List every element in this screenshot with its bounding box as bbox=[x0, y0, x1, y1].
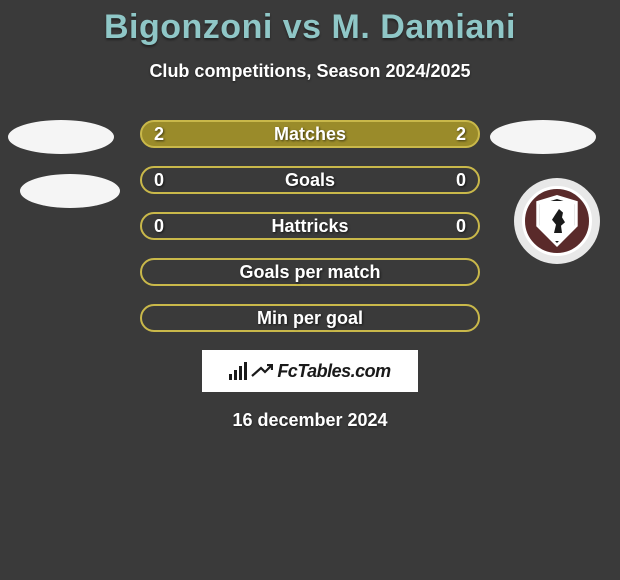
stat-row: Min per goal bbox=[140, 304, 480, 332]
comparison-title: Bigonzoni vs M. Damiani bbox=[0, 0, 620, 47]
stat-label: Goals per match bbox=[142, 262, 478, 283]
stat-label: Goals bbox=[142, 170, 478, 191]
stat-row: 2Matches2 bbox=[140, 120, 480, 148]
club-badge-shield-inner bbox=[538, 199, 576, 243]
logo-arrow-icon bbox=[251, 364, 273, 378]
stat-row: 0Hattricks0 bbox=[140, 212, 480, 240]
player2-avatar-placeholder bbox=[490, 120, 596, 154]
snapshot-date: 16 december 2024 bbox=[0, 410, 620, 431]
horse-icon bbox=[547, 209, 567, 233]
logo-bars-icon bbox=[229, 362, 247, 380]
fctables-logo: FcTables.com bbox=[202, 350, 418, 392]
stat-label: Hattricks bbox=[142, 216, 478, 237]
player2-club-badge bbox=[514, 178, 600, 264]
stat-right-value: 0 bbox=[456, 216, 466, 237]
stat-right-value: 0 bbox=[456, 170, 466, 191]
stat-row: Goals per match bbox=[140, 258, 480, 286]
stat-label: Min per goal bbox=[142, 308, 478, 329]
stat-right-value: 2 bbox=[456, 124, 466, 145]
player1-avatar-placeholder-bottom bbox=[20, 174, 120, 208]
stat-row: 0Goals0 bbox=[140, 166, 480, 194]
comparison-subtitle: Club competitions, Season 2024/2025 bbox=[0, 61, 620, 82]
stat-label: Matches bbox=[142, 124, 478, 145]
player1-avatar-placeholder-top bbox=[8, 120, 114, 154]
club-badge-shield bbox=[534, 195, 580, 247]
club-badge-ring bbox=[522, 186, 592, 256]
logo-text: FcTables.com bbox=[277, 361, 390, 382]
